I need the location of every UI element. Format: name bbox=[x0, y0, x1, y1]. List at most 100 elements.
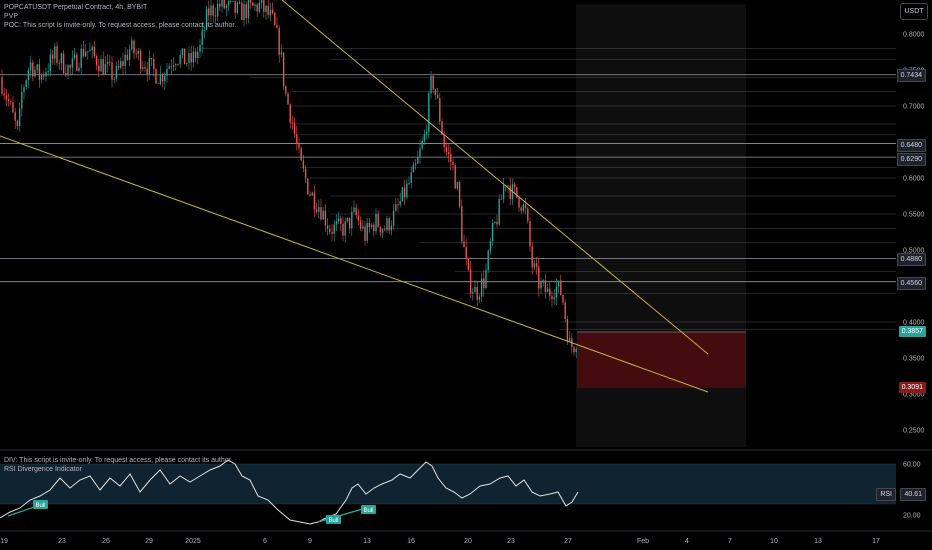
candle bbox=[491, 219, 494, 246]
candle bbox=[331, 224, 333, 242]
trendline-upper[interactable] bbox=[281, 0, 709, 355]
time-label-3: 29 bbox=[145, 538, 153, 545]
candle bbox=[353, 200, 355, 214]
candle bbox=[80, 44, 82, 74]
candle bbox=[269, 2, 272, 22]
candle bbox=[500, 194, 503, 200]
candle bbox=[234, 0, 236, 19]
candle bbox=[236, 1, 239, 15]
candle bbox=[452, 158, 454, 171]
candle bbox=[256, 2, 258, 17]
candle bbox=[106, 54, 109, 73]
candle bbox=[469, 261, 472, 298]
candle bbox=[344, 217, 346, 243]
candle bbox=[546, 283, 549, 293]
candle bbox=[527, 206, 529, 224]
candle bbox=[417, 150, 419, 164]
svg-text:Bull: Bull bbox=[35, 503, 45, 509]
candle bbox=[25, 78, 27, 90]
candle bbox=[109, 55, 111, 67]
candle bbox=[362, 219, 364, 232]
stop-loss-zone bbox=[577, 332, 746, 388]
rsi-tick-0: 60.00 bbox=[903, 462, 921, 469]
candle bbox=[263, 0, 265, 18]
candle bbox=[296, 125, 298, 151]
indicator-pvp[interactable]: PVP bbox=[4, 13, 19, 20]
candle bbox=[322, 206, 324, 220]
candle bbox=[139, 48, 142, 74]
candle bbox=[78, 62, 80, 73]
price-tick-0: 0.8000 bbox=[903, 32, 925, 39]
bull-signal-2: Bull bbox=[361, 505, 376, 514]
symbol-title[interactable]: POPCATUSDT Perpetual Contract, 4h, BYBIT bbox=[4, 4, 148, 11]
candle bbox=[100, 54, 102, 72]
candle bbox=[450, 146, 452, 171]
candle bbox=[342, 216, 344, 242]
candle bbox=[496, 214, 498, 228]
candle bbox=[529, 217, 531, 252]
rsi-legend: DIV: This script is invite-only. To requ… bbox=[4, 456, 233, 474]
candle bbox=[47, 63, 49, 77]
time-label-8: 16 bbox=[407, 538, 415, 545]
price-axis[interactable]: 0.80000.75000.70000.65000.60000.55000.50… bbox=[903, 32, 925, 435]
candle bbox=[392, 203, 395, 230]
price-tag-6290: 0.6290 bbox=[896, 153, 926, 166]
candle bbox=[485, 263, 487, 290]
candle bbox=[49, 48, 52, 77]
candle bbox=[40, 73, 43, 84]
candle bbox=[289, 103, 291, 129]
candle bbox=[337, 212, 340, 224]
candle bbox=[164, 71, 166, 90]
candle bbox=[199, 39, 201, 58]
candle bbox=[434, 89, 437, 100]
candle bbox=[562, 294, 564, 305]
time-label-11: 27 bbox=[564, 538, 572, 545]
candle bbox=[223, 0, 225, 10]
candle bbox=[447, 144, 450, 163]
candle bbox=[399, 192, 401, 208]
price-tick-9: 0.3500 bbox=[903, 356, 925, 363]
candle bbox=[566, 315, 569, 345]
candlesticks bbox=[1, 0, 577, 358]
time-label-12: Feb bbox=[637, 538, 649, 545]
candle bbox=[197, 46, 199, 65]
candle bbox=[364, 221, 366, 246]
candle bbox=[465, 239, 467, 266]
candle bbox=[43, 71, 45, 81]
candle bbox=[445, 142, 448, 156]
candle bbox=[148, 50, 151, 80]
indicator-poc[interactable]: POC: This script is invite-only. To requ… bbox=[4, 22, 237, 29]
candle bbox=[144, 61, 146, 73]
candle bbox=[340, 215, 342, 232]
time-axis[interactable]: 19 23 26 29 2025 6 9 13 16 20 23 27 Feb 4 7 10 13 17 bbox=[0, 538, 880, 545]
candle bbox=[271, 2, 274, 15]
candle bbox=[126, 49, 129, 62]
currency-button[interactable]: USDT bbox=[900, 3, 928, 20]
time-label-6: 9 bbox=[308, 538, 312, 545]
candle bbox=[298, 137, 300, 154]
candle bbox=[177, 63, 179, 67]
candle bbox=[38, 58, 41, 88]
candle bbox=[324, 204, 327, 233]
candle bbox=[390, 220, 393, 236]
candle bbox=[454, 162, 456, 189]
candle bbox=[227, 0, 230, 12]
candle bbox=[12, 96, 14, 113]
candle bbox=[549, 282, 551, 301]
candle bbox=[183, 48, 186, 65]
candle bbox=[51, 50, 54, 65]
indicator-rsi[interactable]: RSI Divergence Indicator bbox=[4, 466, 82, 473]
trendline-lower[interactable] bbox=[0, 135, 709, 393]
candle bbox=[27, 67, 30, 89]
candle bbox=[3, 87, 5, 101]
candle bbox=[84, 43, 87, 58]
indicator-div[interactable]: DIV: This script is invite-only. To requ… bbox=[4, 457, 233, 464]
candle bbox=[553, 289, 555, 305]
candle bbox=[480, 272, 483, 303]
candle bbox=[205, 5, 208, 31]
time-label-17: 17 bbox=[872, 538, 880, 545]
candle bbox=[412, 161, 415, 173]
candle bbox=[439, 92, 441, 125]
candle bbox=[476, 281, 478, 307]
